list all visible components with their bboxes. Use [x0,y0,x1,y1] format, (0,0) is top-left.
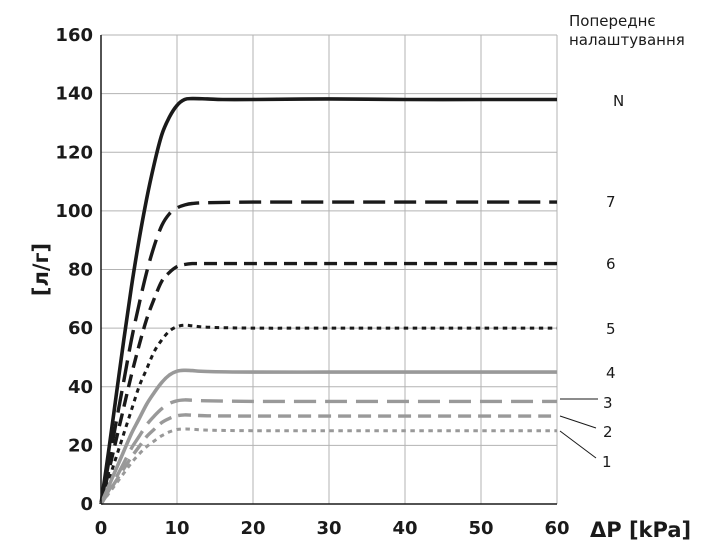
x-tick-label: 50 [468,518,493,539]
y-axis-label: [л/г] [29,243,53,296]
leader-line-2 [559,415,597,429]
series-line-6 [99,261,558,505]
legend-title-line-2: налаштування [569,31,685,49]
series-label-4: 4 [606,364,616,382]
series-line-7 [99,200,557,505]
series-line-2 [99,413,557,505]
leader-line-1 [559,430,597,459]
series-line-1 [99,427,557,505]
x-tick-label: 40 [392,518,417,539]
series-label-6: 6 [606,255,616,273]
x-axis-label: ΔP [kPa] [590,518,691,542]
x-tick-label: 60 [544,518,569,539]
y-tick-label: 60 [68,318,93,339]
x-tick-label: 30 [316,518,341,539]
series-label-7: 7 [606,193,616,211]
series-label-1: 1 [602,453,612,471]
y-tick-label: 160 [55,25,93,46]
y-tick-label: 0 [80,494,93,515]
y-tick-label: 100 [55,201,93,222]
y-tick-label: 20 [68,435,93,456]
grid [100,34,558,505]
y-tick-label: 40 [68,377,93,398]
y-tick-label: 120 [55,142,93,163]
series-label-N: N [613,92,624,110]
series-label-3: 3 [603,394,613,412]
series-label-2: 2 [603,423,613,441]
legend-title-line-1: Попереднє [569,12,656,30]
series-line-N [99,96,557,505]
y-tick-label: 140 [55,84,93,105]
labels: [л/г] ΔP [kPa] Попереднє налаштування 0 1… [29,12,691,542]
y-tick-label: 80 [68,260,93,281]
series-line-5 [99,323,557,505]
series-label-5: 5 [606,320,616,338]
axes [100,35,557,505]
x-tick-label: 10 [164,518,189,539]
series-lines [99,96,558,505]
series-line-3 [99,398,557,505]
series-line-4 [99,368,557,505]
x-tick-label: 20 [240,518,265,539]
x-tick-label: 0 [95,518,108,539]
